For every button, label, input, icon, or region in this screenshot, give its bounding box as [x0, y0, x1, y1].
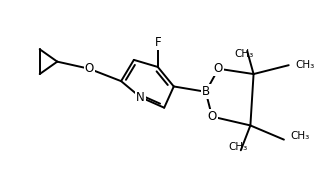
Text: O: O: [214, 62, 223, 75]
Text: B: B: [202, 85, 210, 98]
Text: CH₃: CH₃: [228, 142, 247, 152]
Text: O: O: [207, 110, 217, 123]
Text: O: O: [85, 62, 94, 75]
Text: CH₃: CH₃: [295, 60, 314, 70]
Text: CH₃: CH₃: [234, 49, 254, 59]
Text: F: F: [155, 36, 161, 49]
Text: CH₃: CH₃: [290, 131, 309, 141]
Text: N: N: [136, 91, 145, 104]
